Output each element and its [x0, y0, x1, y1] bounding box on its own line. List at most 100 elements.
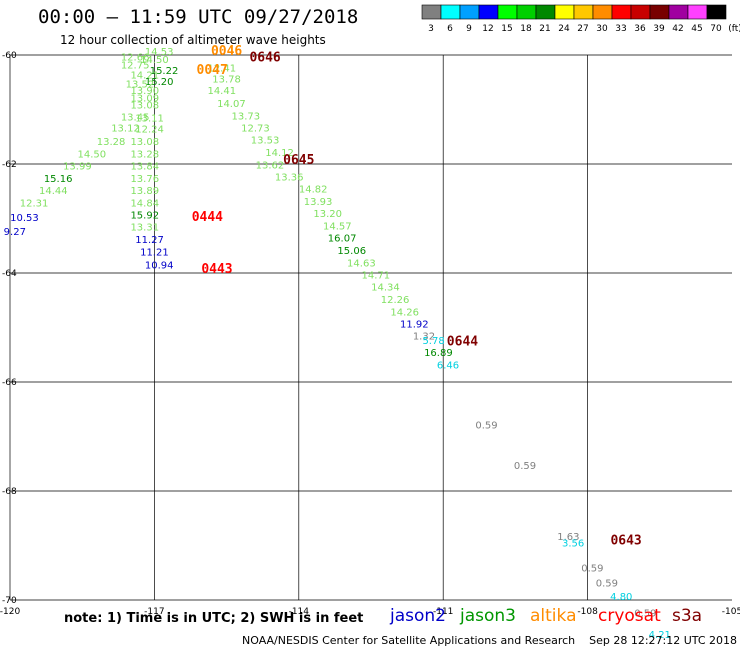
color-swatch — [573, 4, 594, 20]
color-scale-label: 42 — [672, 24, 683, 34]
wave-height-label: 13.73 — [232, 111, 261, 122]
wave-height-label: 1.63 — [557, 532, 579, 543]
wave-height-label: 14.34 — [371, 282, 400, 293]
wave-height-label: 15.20 — [145, 77, 174, 88]
wave-height-label: 12.75 — [121, 61, 150, 72]
wave-height-label: 14.12 — [265, 148, 294, 159]
footer-note: note: 1) Time is in UTC; 2) SWH is in fe… — [64, 611, 364, 626]
axis-ticks: -120 -117 -114 -111 -108 -105 -60 -62 -64 -66 -68 -… — [0, 51, 740, 617]
wave-height-label: 13.93 — [304, 197, 333, 208]
wave-height-label: 5.78 — [422, 336, 444, 347]
pass-time-label: 0645 — [283, 153, 314, 168]
x-tick-label: -111 — [433, 607, 453, 617]
wave-height-label: 13.12 — [111, 123, 140, 134]
color-scale-label: 36 — [634, 24, 646, 34]
wave-height-label: 14.53 — [145, 47, 174, 58]
wave-height-label: 13.76 — [130, 174, 159, 185]
wave-height-label: 10.94 — [145, 261, 174, 272]
pass-time-label: 0646 — [249, 51, 280, 66]
wave-height-label: 12.66 — [121, 52, 150, 63]
wave-height-label: 13.62 — [256, 160, 285, 171]
wave-height-label: 13.45 — [121, 112, 150, 123]
pass-time-label: 0643 — [610, 533, 641, 548]
color-scale-label: 27 — [577, 24, 588, 34]
color-swatch — [687, 4, 708, 20]
wave-height-label: 12.24 — [135, 124, 164, 135]
color-swatch — [611, 4, 632, 20]
pass-time-label: 0046 — [211, 44, 242, 59]
satellite-legend-s3a: s3a — [672, 606, 703, 626]
color-swatch — [421, 4, 442, 20]
color-swatch — [478, 4, 499, 20]
color-scale-label: 18 — [520, 24, 532, 34]
color-scale-label: (ft) — [728, 24, 740, 34]
satellite-legend-cryosat: cryosat — [598, 606, 661, 626]
wave-height-label: 13.09 — [130, 93, 159, 104]
wave-height-label: 12.73 — [241, 123, 270, 134]
color-scale-label: 21 — [539, 24, 550, 34]
wave-height-label: 16.07 — [328, 233, 357, 244]
pass-time-label: 0644 — [447, 334, 478, 349]
chart-subtitle: 12 hour collection of altimeter wave hei… — [60, 33, 326, 47]
color-scale-label: 45 — [691, 24, 702, 34]
wave-height-label: 10.53 — [10, 213, 39, 224]
x-tick-label: -114 — [289, 607, 310, 617]
wave-height-label: 13.11 — [135, 113, 164, 124]
wave-height-label: 13.28 — [97, 137, 126, 148]
wave-height-label: 6.46 — [437, 360, 459, 371]
wave-height-label: 16.89 — [424, 348, 453, 359]
grid-lines — [9, 54, 732, 601]
wave-height-label: 4.21 — [649, 630, 671, 641]
chart-title: 00:00 – 11:59 UTC 09/27/2018 — [38, 6, 359, 28]
wave-height-label: 14.84 — [130, 199, 159, 210]
color-scale-label: 12 — [482, 24, 493, 34]
time-labels: 0046 0047 0646 0645 0444 0443 0644 0643 — [192, 44, 642, 548]
color-swatch — [554, 4, 575, 20]
wave-height-label: 0.59 — [596, 578, 618, 589]
wave-height-label: 4.80 — [610, 592, 632, 603]
wave-height-label: 12.26 — [381, 295, 410, 306]
wave-height-label: 11.27 — [135, 235, 164, 246]
wave-height-label: 0.59 — [514, 461, 536, 472]
satellite-legend-jason3: jason3 — [460, 606, 516, 626]
wave-height-label: 13.78 — [212, 74, 241, 85]
x-tick-label: -108 — [577, 607, 598, 617]
wave-height-label: 13.08 — [130, 137, 159, 148]
wave-height-label: 13.99 — [63, 161, 92, 172]
wave-height-label: 13.53 — [251, 135, 280, 146]
wave-height-label: 13.08 — [130, 100, 159, 111]
color-swatch — [535, 4, 556, 20]
wave-height-label: 0.59 — [634, 608, 656, 619]
wave-height-label: 11.92 — [400, 320, 429, 331]
wave-height-label: 12.41 — [207, 63, 236, 74]
y-tick-label: -60 — [2, 51, 17, 61]
color-scale-label: 9 — [466, 24, 472, 34]
wave-height-label: 13.28 — [130, 149, 159, 160]
wave-height-label: 14.21 — [130, 70, 159, 81]
wave-height-label: 13.20 — [313, 209, 342, 220]
wave-height-label: 13.84 — [130, 161, 159, 172]
color-scale-label: 24 — [558, 24, 570, 34]
wave-height-label: 12.31 — [20, 199, 49, 210]
wave-height-label: 3.56 — [562, 539, 584, 550]
wave-height-label: 0.59 — [581, 564, 603, 575]
pass-time-label: 0443 — [201, 262, 232, 277]
wave-height-label: 15.06 — [337, 246, 366, 257]
wave-height-label: 1.32 — [413, 331, 435, 342]
y-tick-label: -70 — [2, 596, 17, 606]
satellite-legend-jason2: jason2 — [390, 606, 446, 626]
color-scale-label: 70 — [710, 24, 722, 34]
color-scale-label: 3 — [428, 24, 434, 34]
wave-height-label: 9.27 — [4, 227, 26, 238]
wave-height-label: 14.44 — [39, 186, 68, 197]
wave-height-label: 13.89 — [130, 186, 159, 197]
color-swatch — [668, 4, 689, 20]
color-swatch — [440, 4, 461, 20]
pass-time-label: 0444 — [192, 210, 223, 225]
satellite-legend-altika: altika — [530, 606, 577, 626]
color-swatch — [630, 4, 651, 20]
wave-height-label: 14.26 — [390, 308, 419, 319]
y-tick-label: -62 — [2, 160, 17, 170]
